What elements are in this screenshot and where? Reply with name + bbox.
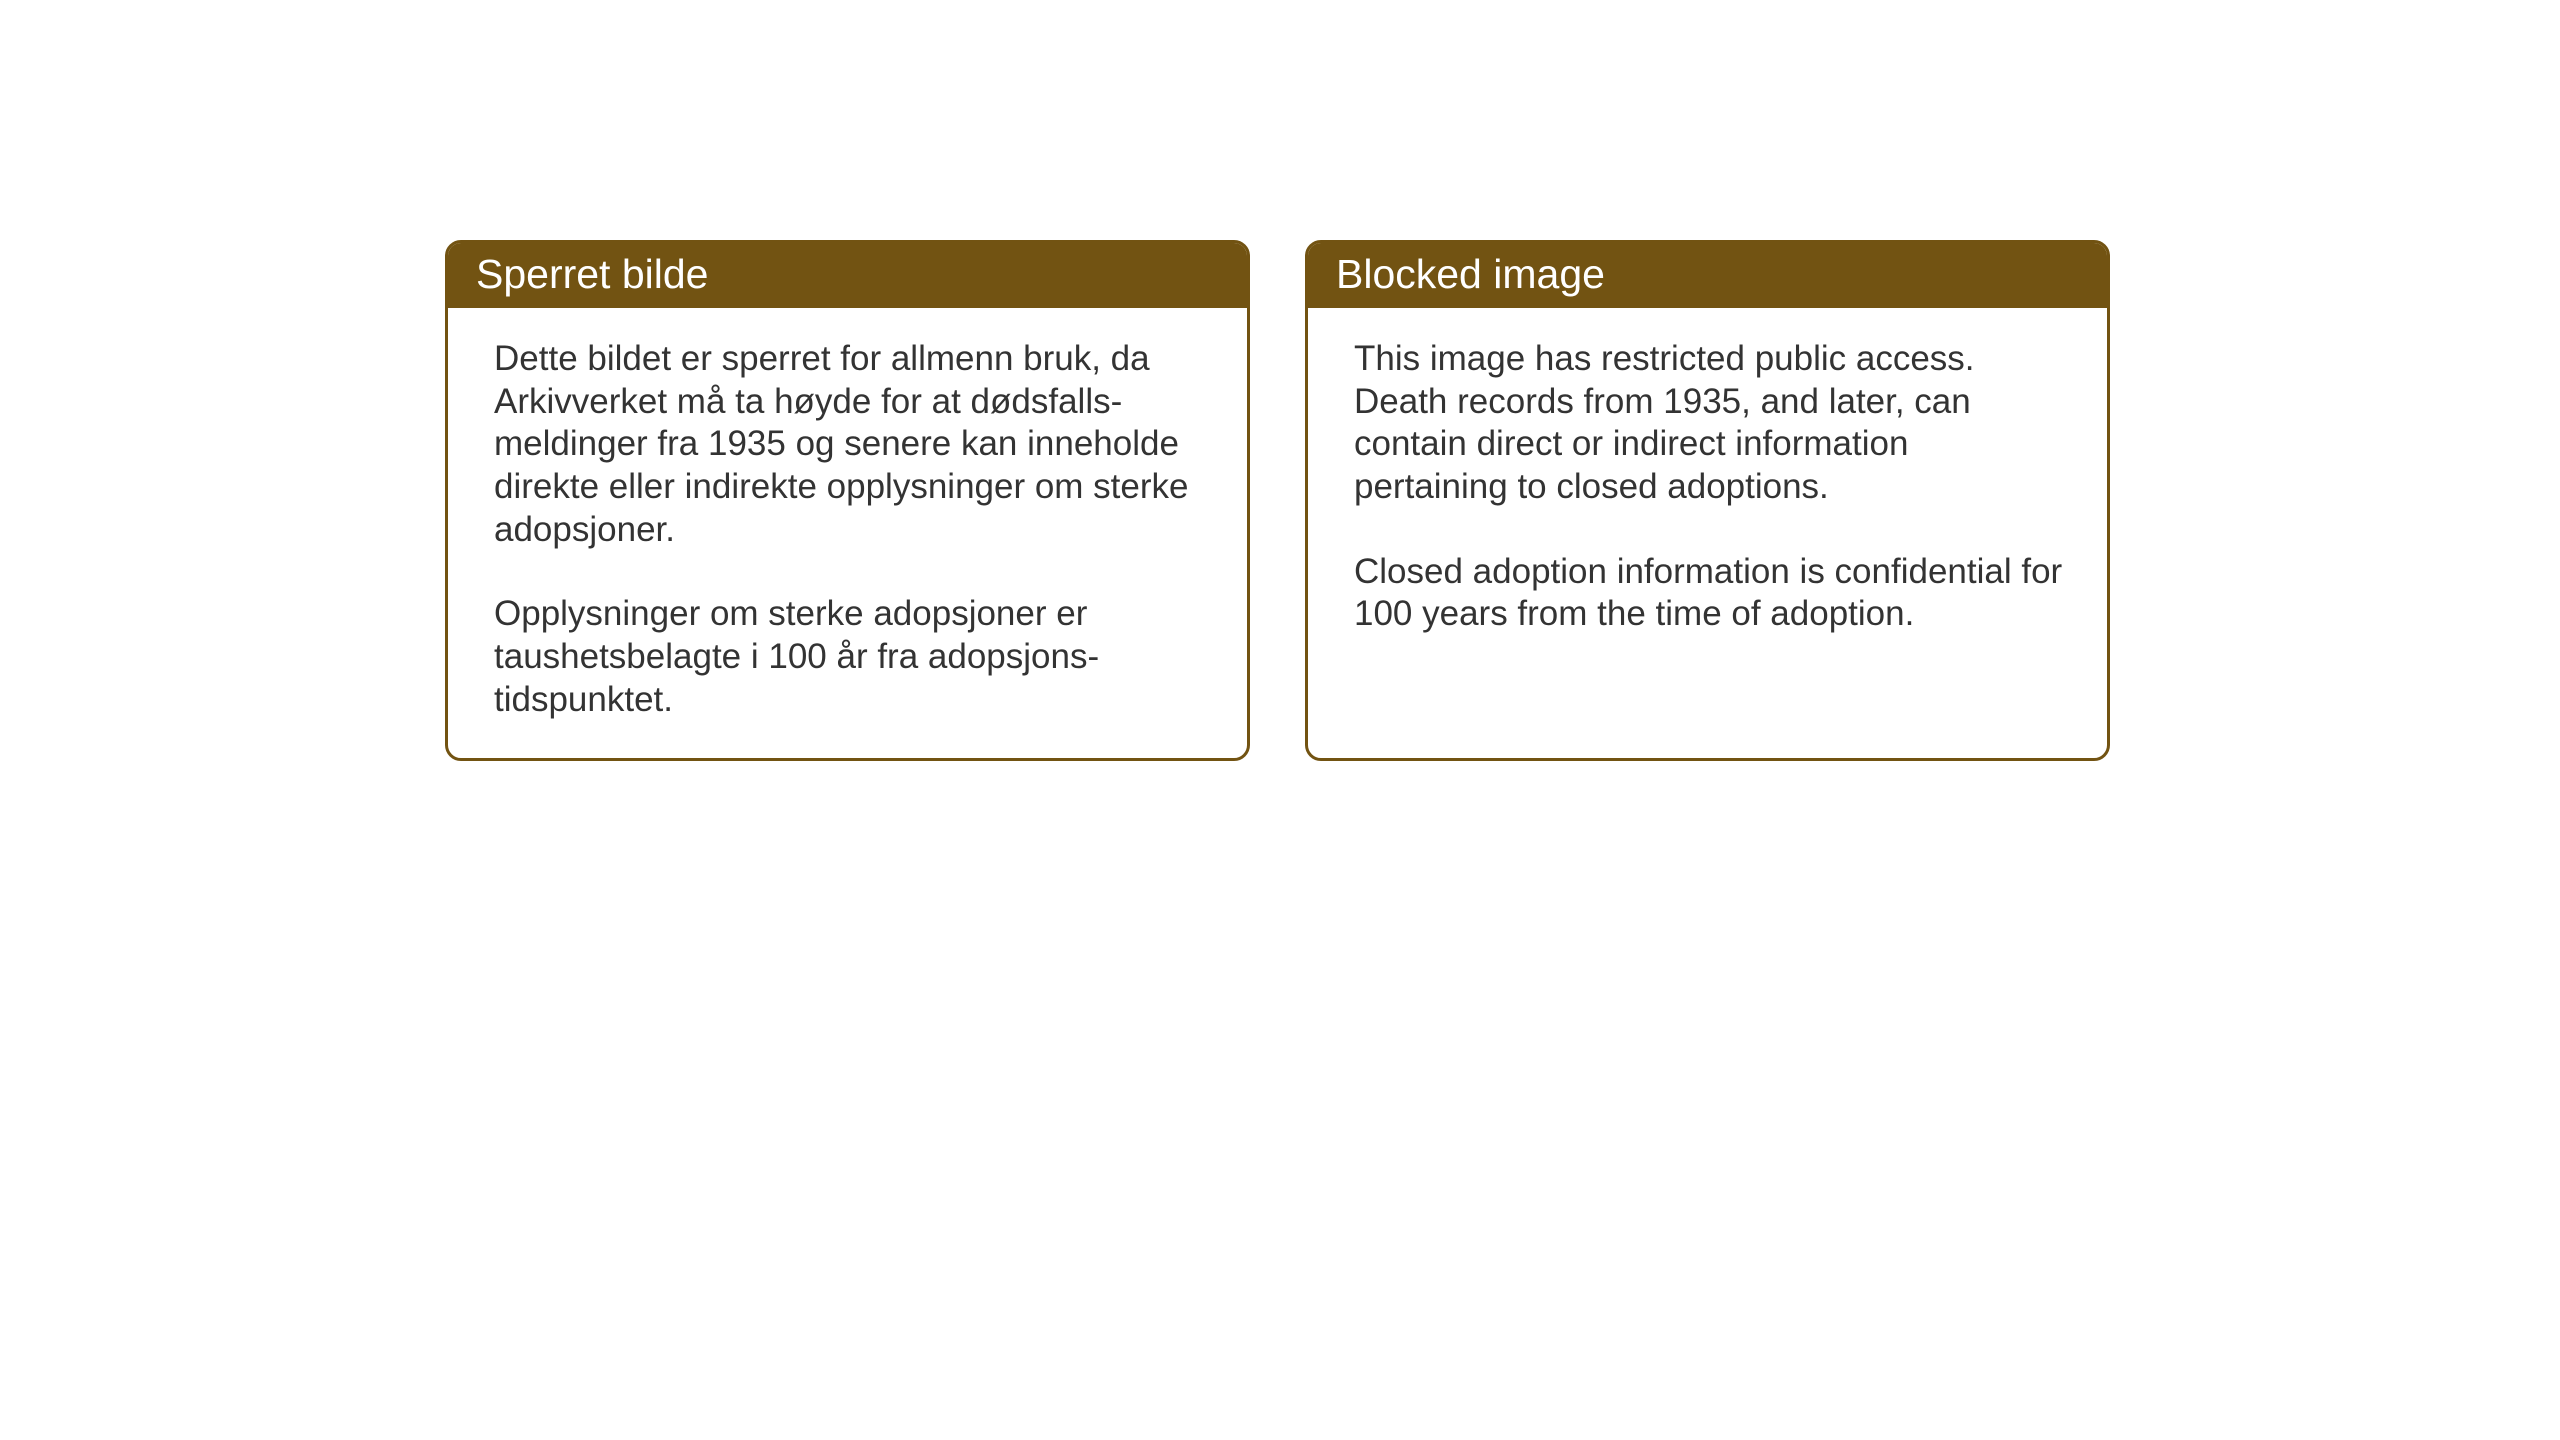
- notice-body-english: This image has restricted public access.…: [1308, 308, 2107, 672]
- notice-paragraph-2-english: Closed adoption information is confident…: [1354, 551, 2067, 636]
- notice-paragraph-2-norwegian: Opplysninger om sterke adopsjoner er tau…: [494, 593, 1207, 721]
- notice-header-norwegian: Sperret bilde: [448, 243, 1247, 308]
- notice-box-norwegian: Sperret bilde Dette bildet er sperret fo…: [445, 240, 1250, 761]
- notice-header-english: Blocked image: [1308, 243, 2107, 308]
- notice-body-norwegian: Dette bildet er sperret for allmenn bruk…: [448, 308, 1247, 758]
- notice-container: Sperret bilde Dette bildet er sperret fo…: [445, 240, 2110, 761]
- notice-paragraph-1-norwegian: Dette bildet er sperret for allmenn bruk…: [494, 338, 1207, 551]
- notice-paragraph-1-english: This image has restricted public access.…: [1354, 338, 2067, 509]
- notice-box-english: Blocked image This image has restricted …: [1305, 240, 2110, 761]
